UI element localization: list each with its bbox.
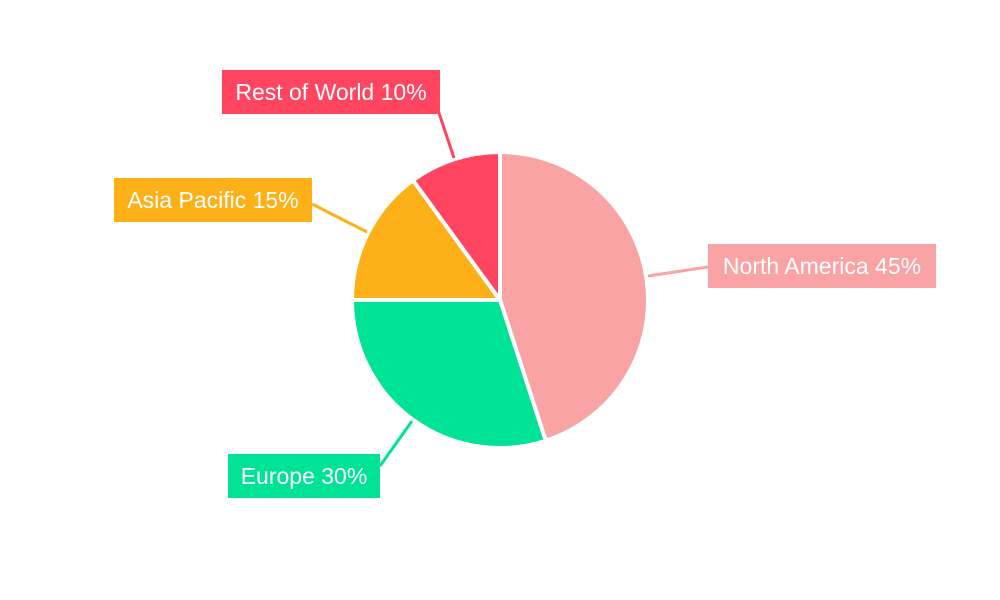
- pie-slice-asia-pacific[interactable]: [350, 178, 502, 302]
- pie-slice-north-america[interactable]: [498, 150, 650, 443]
- data-label-box-rest-of-world: [222, 70, 440, 114]
- data-label-north-america: North America 45%: [723, 253, 921, 279]
- leader-line-north-america: [647, 265, 709, 278]
- leader-line-rest-of-world: [436, 109, 456, 159]
- pie-slice-europe[interactable]: [350, 298, 548, 450]
- leader-line-asia-pacific: [311, 202, 368, 234]
- data-label-asia-pacific: Asia Pacific 15%: [127, 187, 298, 213]
- data-label-europe: Europe 30%: [241, 463, 368, 489]
- data-label-box-north-america: [708, 244, 936, 288]
- data-label-box-asia-pacific: [114, 178, 312, 222]
- pie-slice-rest-of-world[interactable]: [411, 150, 502, 302]
- leader-line-europe: [378, 420, 414, 467]
- data-label-box-europe: [228, 454, 380, 498]
- data-label-rest-of-world: Rest of World 10%: [235, 79, 426, 105]
